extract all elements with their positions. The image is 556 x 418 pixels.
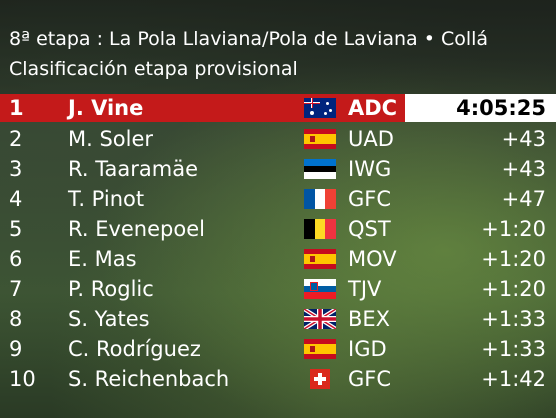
standings-row: 9 C. Rodríguez IGD +1:33 <box>0 334 556 364</box>
standings-row: 1 J. Vine ADC 4:05:25 <box>0 94 556 122</box>
standings-row: 10 S. Reichenbach GFC +1:42 <box>0 364 556 394</box>
spain-flag-icon <box>304 249 336 269</box>
standings-row: 7 P. Roglic TJV +1:20 <box>0 274 556 304</box>
team-code: BEX <box>348 307 391 331</box>
rank: 4 <box>9 187 23 211</box>
leader-time-box <box>405 94 556 122</box>
time-gap: +43 <box>501 127 546 151</box>
team-code: IGD <box>348 337 387 361</box>
time-gap: +43 <box>501 157 546 181</box>
team-code: IWG <box>348 157 392 181</box>
rank: 3 <box>9 157 23 181</box>
rank: 10 <box>9 367 36 391</box>
standings-row: 6 E. Mas MOV +1:20 <box>0 244 556 274</box>
standings-row: 5 R. Evenepoel QST +1:20 <box>0 214 556 244</box>
team-code: GFC <box>348 367 392 391</box>
time: 4:05:25 <box>456 96 546 120</box>
spain-flag-icon <box>304 129 336 149</box>
australia-flag-icon <box>304 98 336 118</box>
rider-name: S. Yates <box>68 307 150 331</box>
classification-title: Clasificación etapa provisional <box>9 58 298 80</box>
rider-name: M. Soler <box>68 127 154 151</box>
team-code: TJV <box>348 277 382 301</box>
rider-name: P. Roglic <box>68 277 154 301</box>
rank: 7 <box>9 277 23 301</box>
team-code: MOV <box>348 247 397 271</box>
rider-name: S. Reichenbach <box>68 367 230 391</box>
team-code: GFC <box>348 187 392 211</box>
time-gap: +1:20 <box>481 277 546 301</box>
header-shade <box>0 0 556 95</box>
time-gap: +1:20 <box>481 247 546 271</box>
time-gap: +1:42 <box>481 367 546 391</box>
time-gap: +1:20 <box>481 217 546 241</box>
rank: 2 <box>9 127 23 151</box>
time-gap: +47 <box>501 187 546 211</box>
estonia-flag-icon <box>304 159 336 179</box>
rider-name: R. Taaramäe <box>68 157 199 181</box>
switzerland-flag-icon <box>304 369 336 389</box>
rider-name: C. Rodríguez <box>68 337 201 361</box>
team-code: QST <box>348 217 391 241</box>
standings-row: 4 T. Pinot GFC +47 <box>0 184 556 214</box>
spain-flag-icon <box>304 339 336 359</box>
rider-name: T. Pinot <box>68 187 145 211</box>
time-gap: +1:33 <box>481 307 546 331</box>
belgium-flag-icon <box>304 219 336 239</box>
slovenia-flag-icon <box>304 279 336 299</box>
rider-name: E. Mas <box>68 247 137 271</box>
standings-row: 3 R. Taaramäe IWG +43 <box>0 154 556 184</box>
rank: 9 <box>9 337 23 361</box>
rider-name: R. Evenepoel <box>68 217 205 241</box>
standings-table: 1 J. Vine ADC 4:05:25 2 M. Soler UAD +43 <box>0 94 556 394</box>
france-flag-icon <box>304 189 336 209</box>
standings-row: 2 M. Soler UAD +43 <box>0 124 556 154</box>
team-code: UAD <box>348 127 394 151</box>
rank: 6 <box>9 247 23 271</box>
rank: 8 <box>9 307 23 331</box>
rider-name: J. Vine <box>68 96 144 120</box>
stage-title: 8ª etapa : La Pola Llaviana/Pola de Lavi… <box>9 28 489 50</box>
standings-row: 8 S. Yates BEX +1:33 <box>0 304 556 334</box>
team-code: ADC <box>348 96 398 120</box>
rank: 1 <box>9 96 24 120</box>
rank: 5 <box>9 217 23 241</box>
united-kingdom-flag-icon <box>304 309 336 329</box>
time-gap: +1:33 <box>481 337 546 361</box>
